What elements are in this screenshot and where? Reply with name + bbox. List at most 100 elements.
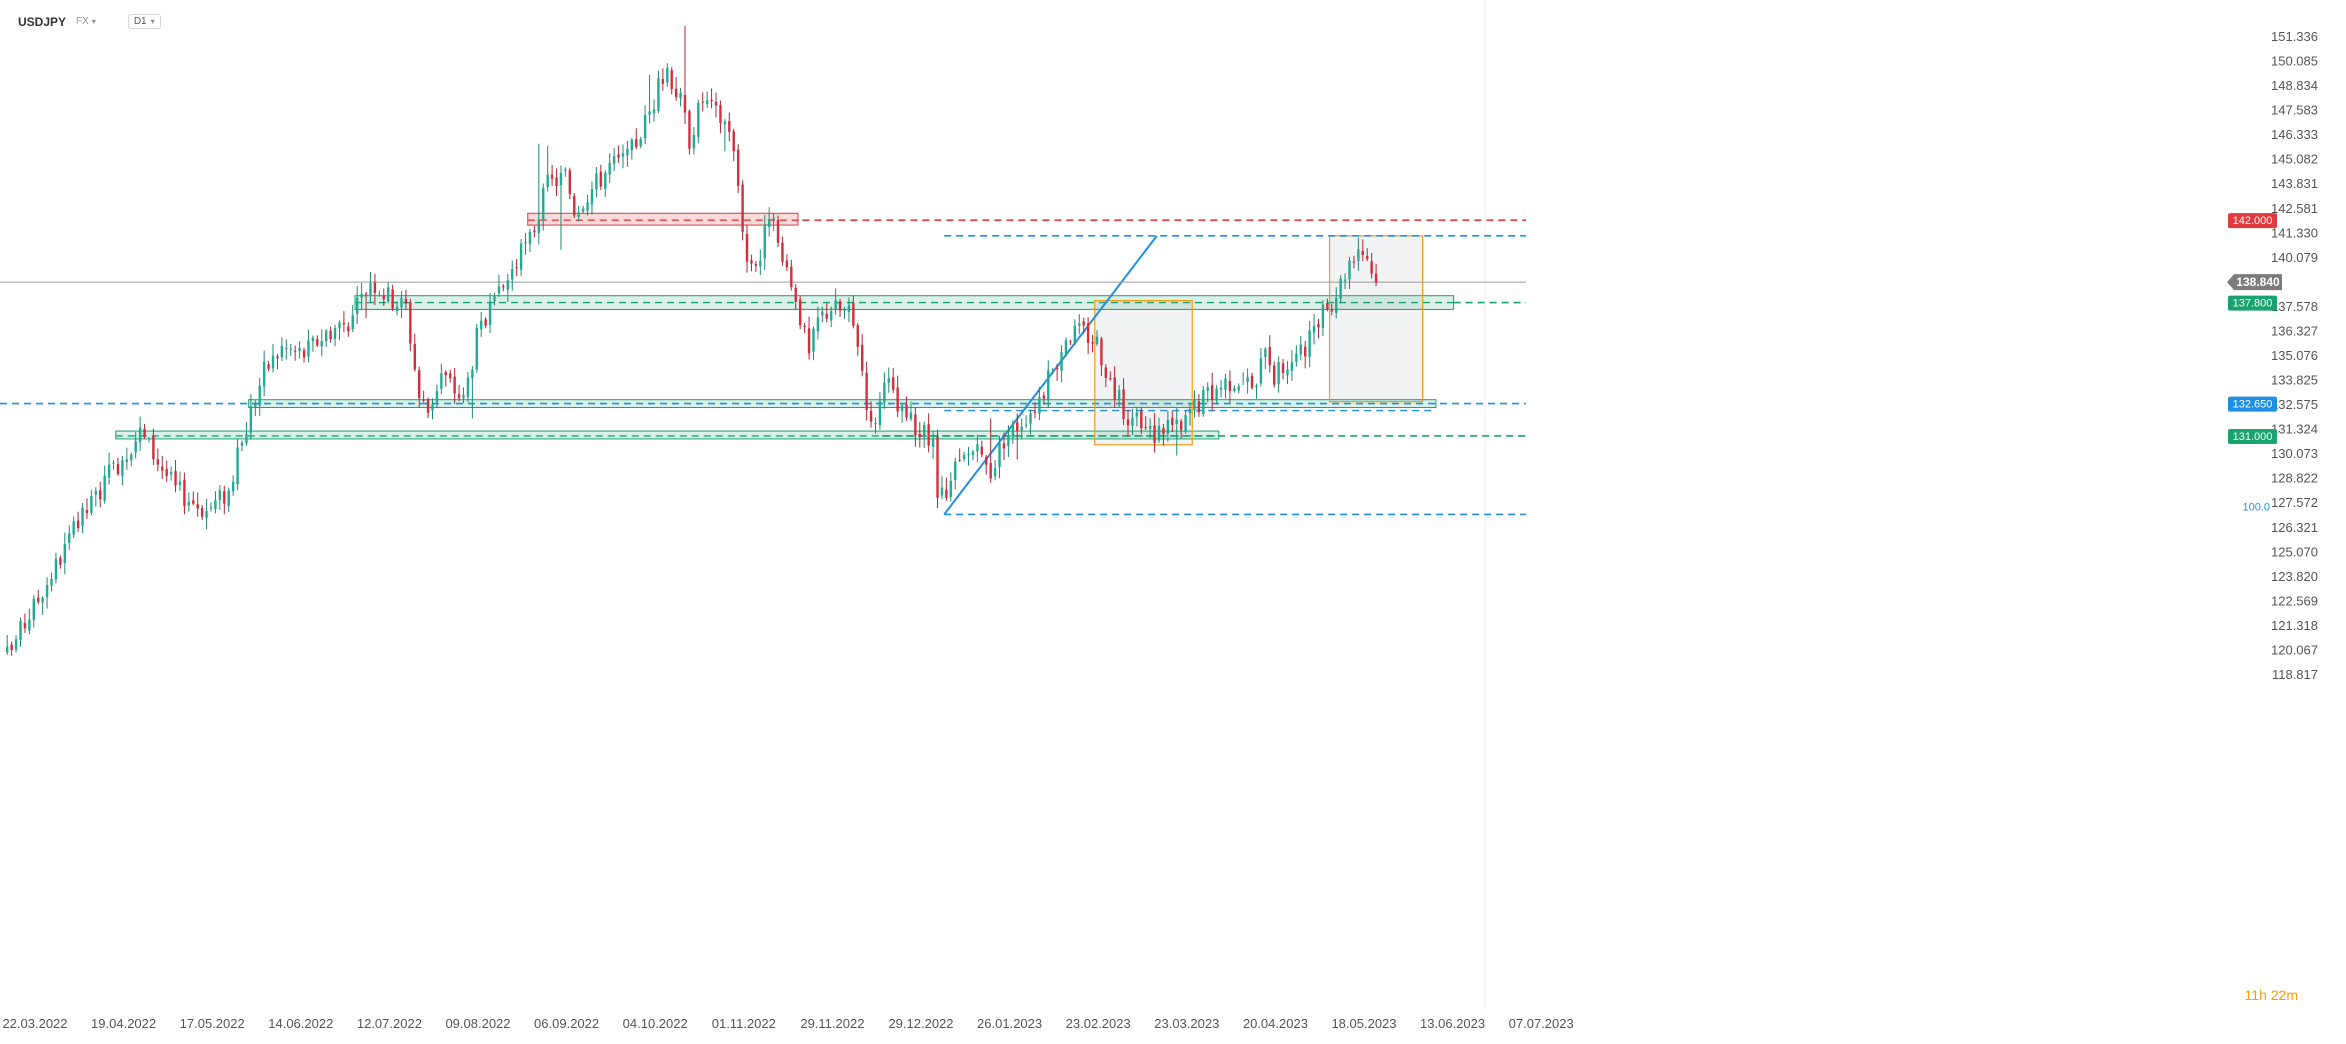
candle-body [581,208,585,212]
candle-body [985,456,988,465]
candle-body [635,139,638,148]
candle-body [1064,340,1068,355]
candle-body [50,579,53,586]
candle-body [914,414,917,435]
candle-body [1312,325,1316,333]
candle-body [1171,418,1174,425]
candle-body [701,101,704,103]
candle-body [1259,358,1263,384]
price-tick-label: 146.333 [2271,127,2318,142]
candle [519,239,523,277]
candle [1352,255,1356,269]
candle [1078,314,1081,335]
candle-body [555,177,558,186]
candle [1219,379,1223,398]
candle-body [112,462,115,464]
candle-body [1073,325,1077,343]
candle-body [1038,397,1041,414]
candle-body [1011,423,1015,438]
candle-body [1016,422,1019,431]
symbol-label[interactable]: USDJPY [18,14,67,29]
price-tick-label: 133.825 [2271,373,2318,388]
candle-body [90,496,93,513]
candle [1357,237,1360,271]
candles-layer [6,25,1378,656]
candle [1312,313,1316,345]
price-tick-label: 123.820 [2271,569,2318,584]
candle-body [515,267,518,269]
candle [475,324,478,373]
candle [1086,317,1090,355]
candle-body [1277,362,1280,384]
candle-body [271,355,275,369]
market-selector[interactable]: FX ▾ [76,16,96,27]
candle-body [954,461,957,480]
candle [1206,382,1209,403]
candle-body [1095,336,1099,345]
candle [759,249,762,276]
resistance-zone [527,212,799,226]
candle-body [905,404,908,418]
candle [134,431,137,459]
candle-body [138,427,142,443]
candle [1286,361,1289,385]
candle [1210,372,1214,412]
candle [887,367,890,393]
candle [940,476,944,500]
candle [1140,407,1143,435]
candle-body [630,139,634,151]
price-tick-label: 137.578 [2271,299,2318,314]
candle [914,407,917,447]
candle [621,144,625,169]
candle-body [705,100,709,104]
candle [754,261,758,273]
candle-body [231,481,235,492]
candle-body [909,412,913,420]
candle-body [1241,383,1245,385]
candle [484,317,487,329]
candle-body [1304,346,1307,357]
timeframe-selector[interactable]: D1 ▾ [127,14,161,29]
candle [905,396,908,421]
candle-body [1237,386,1240,391]
price-tick-label: 142.581 [2271,201,2318,216]
candle [422,390,425,403]
candle [586,194,589,216]
candle-body [1157,425,1161,441]
candle-body [776,220,780,243]
candle [1060,345,1063,383]
candle [892,368,895,394]
candle [1042,391,1046,405]
candle-body [1255,385,1258,388]
candle [506,273,510,302]
candle-body [869,410,873,422]
zones-layer [0,212,1526,440]
candle [90,489,93,516]
candle [63,532,67,575]
candle-body [351,315,354,330]
candle [1330,303,1333,316]
candle [949,472,953,502]
time-tick-label: 23.02.2023 [1066,1016,1131,1031]
candle-body [759,260,762,267]
candle-body [418,370,421,399]
candle-body [68,533,71,543]
candle-body [927,424,930,446]
candle [333,324,337,347]
candle-body [821,311,824,316]
candle-body [812,328,815,352]
candle [125,447,129,470]
candle [1259,348,1263,387]
candle-body [1246,377,1249,382]
time-tick-label: 01.11.2022 [712,1016,776,1031]
candle-body [1264,348,1267,358]
candle-body [679,93,682,99]
candle [418,366,421,408]
candle [590,181,594,215]
candle-body [1020,426,1023,430]
candle [1131,408,1134,436]
candle-body [333,328,337,339]
candle-body [1122,389,1125,419]
